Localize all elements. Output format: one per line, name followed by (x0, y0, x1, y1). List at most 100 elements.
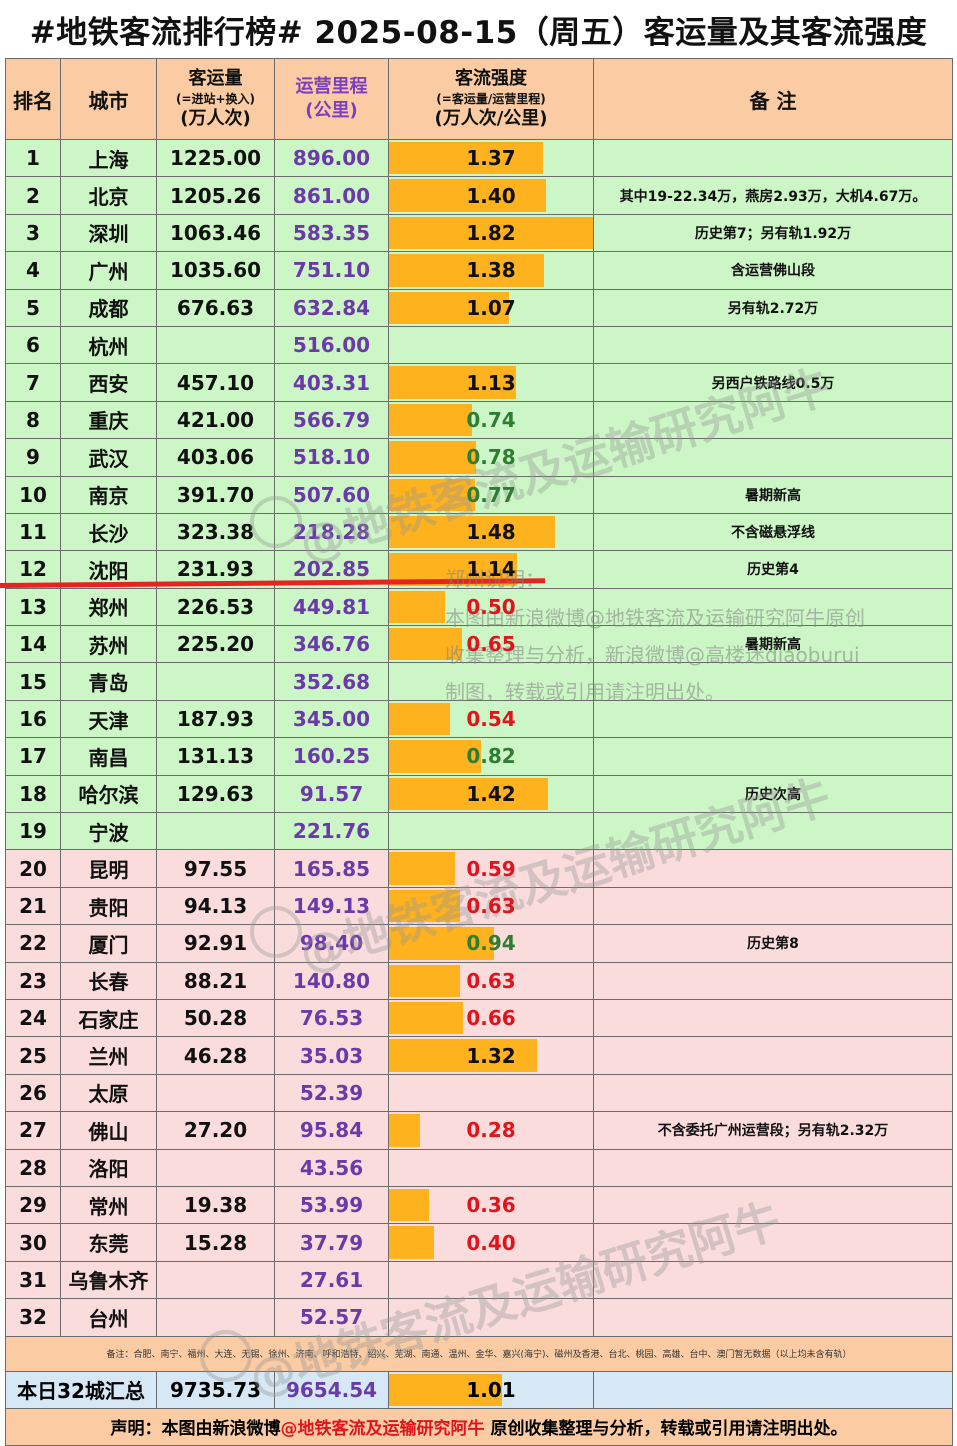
table-row: 25 兰州 46.28 35.03 1.32 (5, 1036, 953, 1075)
note-cell: 历史次高 (593, 774, 953, 814)
rank-cell: 22 (5, 924, 61, 963)
header-rank: 排名 (5, 58, 61, 140)
city-cell: 台州 (60, 1298, 157, 1337)
city-cell: 哈尔滨 (60, 774, 157, 814)
rank-cell: 1 (5, 138, 61, 178)
city-cell: 杭州 (60, 325, 157, 365)
distance-cell: 403.31 (274, 363, 389, 402)
intensity-value: 1.13 (466, 370, 516, 395)
ridership-cell: 97.55 (156, 849, 275, 888)
summary-row: 本日32城汇总 9735.73 9654.54 1.01 (5, 1370, 953, 1409)
intensity-value: 0.66 (466, 1006, 516, 1031)
city-cell: 厦门 (60, 924, 157, 963)
intensity-cell: 1.48 (388, 512, 594, 552)
intensity-value: 0.63 (466, 894, 516, 918)
intensity-bar (389, 291, 509, 324)
ridership-cell: 19.38 (156, 1185, 275, 1225)
intensity-value: 1.82 (466, 220, 516, 245)
note-cell (593, 998, 953, 1038)
note-cell: 历史第4 (593, 550, 953, 589)
table-row: 30 东莞 15.28 37.79 0.40 (5, 1223, 953, 1262)
ridership-cell: 187.93 (156, 699, 275, 739)
table-row: 3 深圳 1063.46 583.35 1.82 历史第7；另有轨1.92万 (5, 213, 953, 253)
intensity-cell: 0.78 (388, 438, 594, 477)
table-row: 28 洛阳 43.56 (5, 1148, 953, 1187)
intensity-bar (389, 179, 546, 212)
table-row: 26 太原 52.39 (5, 1073, 953, 1113)
intensity-cell: 1.32 (388, 1036, 594, 1075)
distance-cell: 76.53 (274, 998, 389, 1038)
distance-cell: 140.80 (274, 961, 389, 1000)
rank-cell: 2 (5, 176, 61, 215)
note-cell (593, 1036, 953, 1075)
note-cell: 其中19-22.34万，燕房2.93万，大机4.67万。 (593, 176, 953, 215)
distance-cell: 35.03 (274, 1036, 389, 1075)
intensity-value: 0.82 (466, 744, 516, 769)
city-cell: 郑州 (60, 587, 157, 627)
city-cell: 南京 (60, 475, 157, 514)
intensity-bar (389, 366, 516, 399)
note-cell (593, 737, 953, 776)
header-note: 备 注 (593, 58, 953, 140)
intensity-bar (389, 889, 460, 923)
intensity-cell: 0.82 (388, 737, 594, 776)
header-city: 城市 (60, 58, 157, 140)
intensity-cell: 0.66 (388, 998, 594, 1038)
city-cell: 贵阳 (60, 886, 157, 926)
intensity-cell: 0.54 (388, 699, 594, 739)
intensity-bar (389, 964, 460, 997)
intensity-bar (389, 590, 446, 624)
rank-cell: 17 (5, 737, 61, 776)
intensity-bar (389, 702, 450, 736)
distance-cell: 518.10 (274, 438, 389, 477)
rank-cell: 26 (5, 1073, 61, 1113)
rank-cell: 16 (5, 699, 61, 739)
intensity-cell (388, 1260, 594, 1300)
intensity-cell: 0.40 (388, 1223, 594, 1262)
rank-cell: 24 (5, 998, 61, 1038)
rank-cell: 25 (5, 1036, 61, 1075)
city-cell: 太原 (60, 1073, 157, 1113)
table-row: 7 西安 457.10 403.31 1.13 另西户铁路线0.5万 (5, 363, 953, 402)
rank-cell: 6 (5, 325, 61, 365)
table-row: 9 武汉 403.06 518.10 0.78 (5, 438, 953, 477)
intensity-value: 1.38 (466, 258, 516, 283)
table-row: 15 青岛 352.68 (5, 662, 953, 701)
intensity-cell: 1.40 (388, 176, 594, 215)
ridership-cell: 323.38 (156, 512, 275, 552)
ridership-cell: 27.20 (156, 1111, 275, 1150)
ridership-cell: 421.00 (156, 400, 275, 440)
rank-cell: 4 (5, 251, 61, 290)
ridership-cell: 92.91 (156, 924, 275, 963)
intensity-value: 1.48 (466, 520, 516, 545)
distance-cell: 37.79 (274, 1223, 389, 1262)
intensity-bar (389, 927, 495, 960)
intensity-value: 0.77 (466, 482, 516, 507)
table-row: 13 郑州 226.53 449.81 0.50 (5, 587, 953, 627)
intensity-cell: 1.13 (388, 363, 594, 402)
declaration-prefix: 声明：本图由新浪微博 (110, 1419, 281, 1439)
table-row: 21 贵阳 94.13 149.13 0.63 (5, 886, 953, 926)
intensity-bar (389, 1001, 463, 1035)
note-cell: 另有轨2.72万 (593, 288, 953, 327)
ridership-cell (156, 662, 275, 701)
distance-cell: 52.57 (274, 1298, 389, 1337)
rank-cell: 20 (5, 849, 61, 888)
note-cell: 含运营佛山段 (593, 251, 953, 290)
note-cell (593, 699, 953, 739)
rank-cell: 32 (5, 1298, 61, 1337)
summary-note (593, 1370, 953, 1409)
distance-cell: 345.00 (274, 699, 389, 739)
intensity-bar (389, 1226, 434, 1259)
table-row: 29 常州 19.38 53.99 0.36 (5, 1185, 953, 1225)
distance-cell: 27.61 (274, 1260, 389, 1300)
ridership-cell (156, 812, 275, 851)
note-cell (593, 325, 953, 365)
intensity-bar (389, 142, 543, 175)
intensity-bar (389, 254, 544, 287)
note-cell (593, 886, 953, 926)
intensity-bar (389, 1039, 537, 1072)
intensity-cell: 0.94 (388, 924, 594, 963)
distance-cell: 149.13 (274, 886, 389, 926)
intensity-bar (389, 777, 549, 811)
